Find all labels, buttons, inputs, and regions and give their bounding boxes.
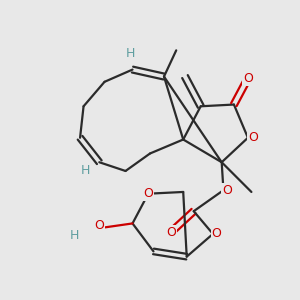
Text: O: O: [243, 72, 253, 85]
Text: H: H: [81, 164, 90, 177]
Text: O: O: [143, 187, 153, 200]
Text: O: O: [248, 131, 258, 144]
Text: O: O: [166, 226, 176, 239]
Text: O: O: [222, 184, 232, 197]
Text: H: H: [70, 229, 80, 242]
Text: O: O: [212, 227, 221, 240]
Text: O: O: [94, 219, 104, 232]
Text: H: H: [126, 47, 136, 60]
